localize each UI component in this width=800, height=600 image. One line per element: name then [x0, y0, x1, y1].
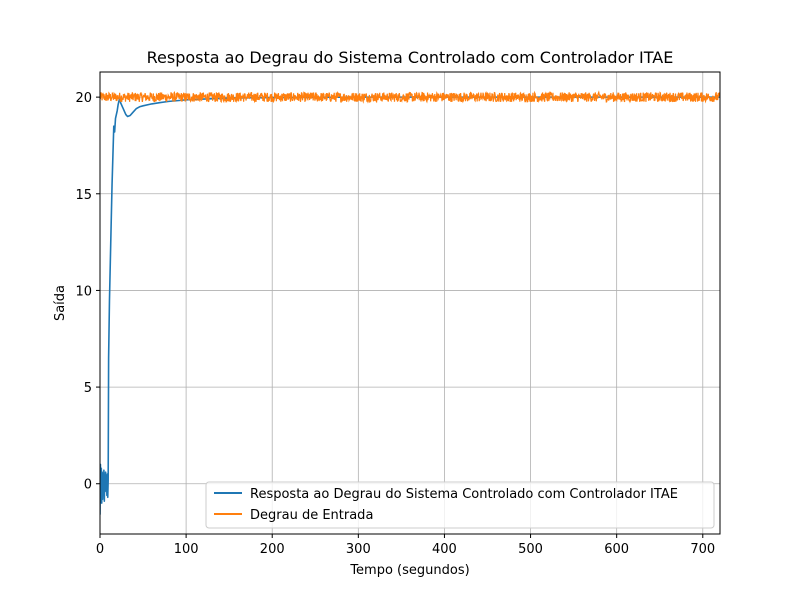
x-tick-label: 600: [604, 542, 629, 557]
x-axis-label: Tempo (segundos): [349, 563, 469, 578]
x-tick-label: 700: [690, 542, 715, 557]
grid: [99, 72, 720, 534]
legend-label-step-input: Degrau de Entrada: [250, 508, 373, 523]
series-line-response: [100, 96, 720, 515]
legend-box: [205, 481, 715, 529]
legend: Resposta ao Degrau do Sistema Controlado…: [205, 481, 715, 529]
x-tick-label: 100: [174, 542, 199, 557]
x-tick-label: 0: [96, 542, 104, 557]
x-tick-label: 400: [432, 542, 457, 557]
chart-title: Resposta ao Degrau do Sistema Controlado…: [147, 48, 674, 67]
legend-label-response: Resposta ao Degrau do Sistema Controlado…: [250, 487, 678, 502]
y-tick-label: 0: [84, 478, 92, 493]
y-tick-label: 5: [84, 381, 92, 396]
y-tick-label: 10: [75, 284, 92, 299]
x-tick-label: 300: [346, 542, 371, 557]
axis-ticks: 0 100 200 300 400 500 600 700 0 5 10 15 20: [75, 91, 715, 557]
plot-area: [100, 90, 720, 515]
x-tick-label: 200: [260, 542, 285, 557]
plot-frame: [99, 71, 721, 535]
y-axis-label: Saída: [53, 285, 68, 321]
y-tick-label: 20: [75, 91, 92, 106]
y-tick-label: 15: [75, 188, 92, 203]
series-line-step-input: [100, 90, 720, 104]
x-tick-label: 500: [518, 542, 543, 557]
